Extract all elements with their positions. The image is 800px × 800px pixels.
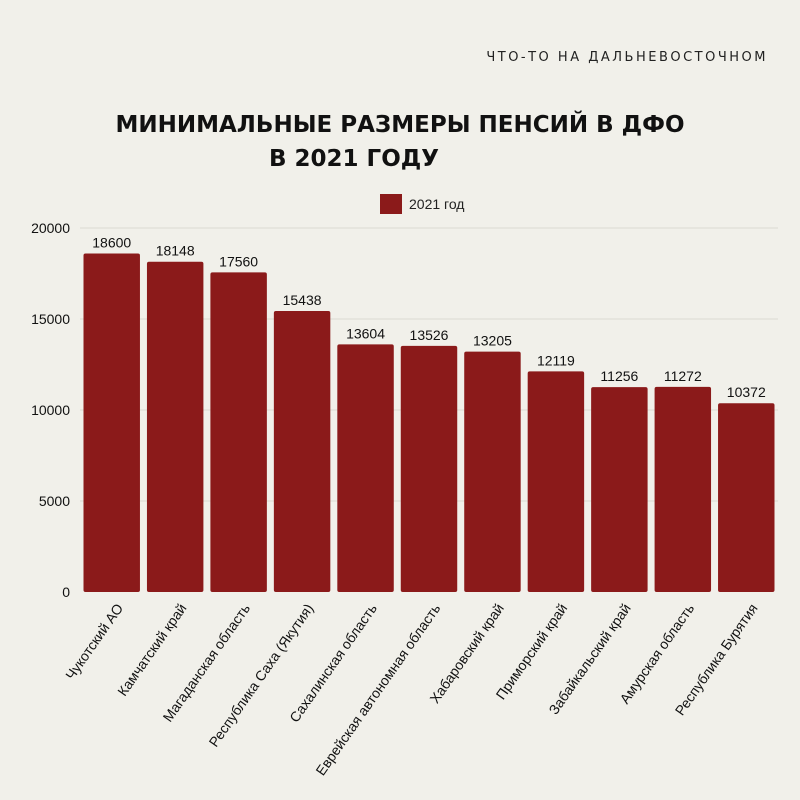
bar <box>273 311 331 592</box>
chart-title: МИНИМАЛЬНЫЕ РАЗМЕРЫ ПЕНСИЙ В ДФО В 2021 … <box>0 108 800 176</box>
value-labels: 18600 18148 17560 15438 13604 13526 13205 12119… <box>92 234 766 400</box>
value-label: 10372 <box>727 384 766 400</box>
y-tick-label: 15000 <box>31 311 70 327</box>
x-tick-label: Камчатский край <box>114 601 190 699</box>
value-label: 13526 <box>410 327 449 343</box>
bar <box>591 387 648 592</box>
value-label: 17560 <box>219 253 258 269</box>
value-label: 11272 <box>664 368 702 384</box>
value-label: 13604 <box>346 325 385 341</box>
legend-swatch <box>380 194 402 214</box>
bar <box>83 253 140 593</box>
bar <box>400 345 458 592</box>
bars <box>83 253 775 593</box>
y-tick-label: 0 <box>62 584 70 600</box>
value-label: 18148 <box>156 243 195 259</box>
y-tick-label: 10000 <box>31 402 70 418</box>
x-tick-label: Приморский край <box>492 601 570 703</box>
value-label: 13205 <box>473 333 512 349</box>
value-label: 15438 <box>283 292 322 308</box>
x-tick-label: Республика Саха (Якутия) <box>205 601 316 750</box>
y-tick-label: 20000 <box>31 220 70 236</box>
chart-title-line-2: В 2021 ГОДУ <box>269 146 439 172</box>
bar <box>210 272 267 592</box>
bar <box>337 344 394 592</box>
bar <box>527 371 585 592</box>
bar <box>146 261 204 592</box>
x-tick-label: Чукотский АО <box>62 600 126 682</box>
x-tick-label: Еврейская автономная область <box>312 601 443 779</box>
bar <box>464 351 521 592</box>
value-label: 12119 <box>537 352 575 368</box>
chart-legend: 2021 год <box>380 194 464 214</box>
bar <box>718 403 775 592</box>
bar <box>654 386 712 592</box>
value-label: 18600 <box>92 234 131 250</box>
brand-label: ЧТО-ТО НА ДАЛЬНЕВОСТОЧНОМ <box>486 50 768 65</box>
chart-title-line-1: МИНИМАЛЬНЫЕ РАЗМЕРЫ ПЕНСИЙ В ДФО <box>115 112 685 138</box>
value-label: 11256 <box>600 368 638 384</box>
legend-label: 2021 год <box>409 196 465 212</box>
y-axis: 0 5000 10000 15000 20000 <box>31 220 70 600</box>
y-tick-label: 5000 <box>39 493 70 509</box>
